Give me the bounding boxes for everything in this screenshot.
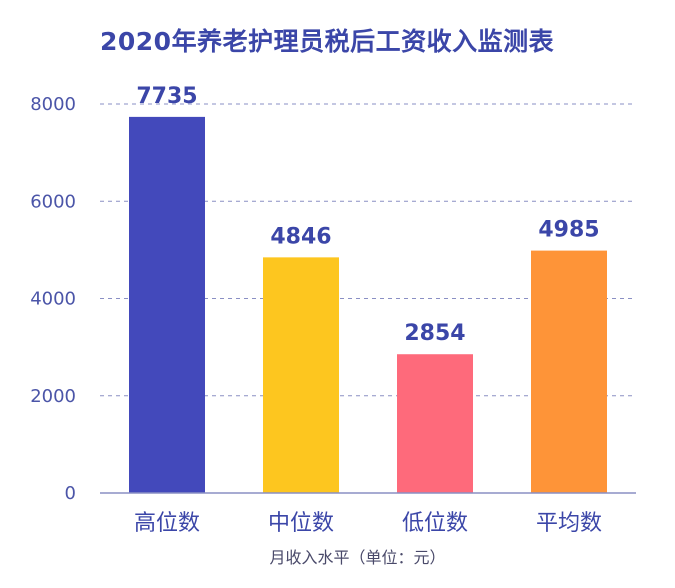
- y-tick-label: 4000: [30, 289, 76, 310]
- data-label: 7735: [136, 84, 197, 109]
- x-category-label: 低位数: [402, 511, 468, 536]
- y-tick-label: 0: [65, 483, 76, 504]
- bar: [397, 354, 473, 493]
- y-tick-label: 2000: [30, 386, 76, 407]
- y-axis-ticks: 0 2000 4000 6000 8000: [30, 94, 76, 504]
- x-category-label: 高位数: [134, 511, 200, 536]
- data-label: 2854: [404, 321, 465, 346]
- chart-title: 2020年养老护理员税后工资收入监测表: [100, 27, 555, 56]
- bar: [263, 257, 339, 493]
- data-labels: 7735 4846 2854 4985: [136, 84, 599, 346]
- bar: [129, 116, 205, 494]
- data-label: 4985: [538, 218, 599, 243]
- bars: [129, 116, 607, 494]
- bar: [531, 250, 607, 493]
- x-category-label: 中位数: [268, 511, 334, 536]
- y-tick-label: 8000: [30, 94, 76, 115]
- x-category-label: 平均数: [536, 511, 602, 536]
- x-axis-categories: 高位数 中位数 低位数 平均数: [134, 511, 602, 536]
- x-axis-title: 月收入水平（单位：元）: [269, 548, 446, 567]
- y-tick-label: 6000: [30, 191, 76, 212]
- data-label: 4846: [270, 224, 331, 249]
